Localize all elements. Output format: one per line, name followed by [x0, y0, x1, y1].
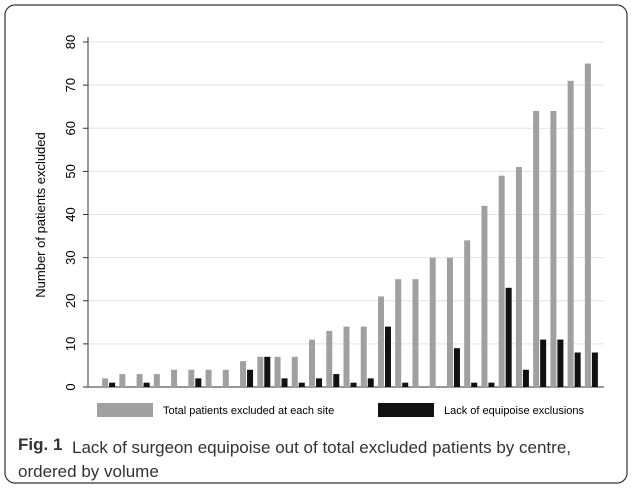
bar — [350, 382, 357, 387]
bar — [316, 378, 323, 387]
y-tick-label: 30 — [63, 250, 78, 264]
bar — [471, 382, 478, 387]
bar — [402, 382, 409, 387]
bar — [291, 356, 298, 387]
bar — [429, 257, 436, 387]
bar — [591, 352, 598, 387]
y-axis-title: Number of patients excluded — [33, 132, 48, 297]
bar — [446, 257, 453, 387]
bar — [333, 374, 340, 387]
bar — [136, 374, 143, 387]
bar — [540, 339, 547, 387]
bar — [498, 175, 505, 387]
bar — [377, 296, 384, 387]
bar — [550, 111, 557, 387]
bar — [102, 378, 109, 387]
y-tick-label: 50 — [63, 164, 78, 178]
bar — [574, 352, 581, 387]
legend-swatch — [97, 403, 153, 417]
bar — [567, 80, 574, 387]
bar — [384, 326, 391, 387]
bar — [464, 240, 471, 387]
bar — [247, 369, 254, 387]
bar — [264, 356, 271, 387]
bar — [522, 369, 529, 387]
bar — [281, 378, 288, 387]
frame — [4, 4, 628, 484]
bar — [171, 369, 178, 387]
bar — [188, 369, 195, 387]
bar — [205, 369, 212, 387]
legend-swatch — [378, 403, 434, 417]
bar — [557, 339, 564, 387]
y-tick-label: 60 — [63, 121, 78, 135]
bar — [481, 205, 488, 387]
bar — [143, 382, 150, 387]
y-tick-label: 20 — [63, 294, 78, 308]
caption-label: Fig. 1 — [18, 435, 62, 454]
bar — [453, 348, 460, 387]
bar — [109, 382, 116, 387]
bar — [195, 378, 202, 387]
bar — [222, 369, 229, 387]
bar — [153, 374, 160, 387]
bar — [298, 382, 305, 387]
y-tick-label: 80 — [63, 35, 78, 49]
bar — [343, 326, 350, 387]
bar — [257, 356, 264, 387]
bar — [360, 326, 367, 387]
bar — [367, 378, 374, 387]
legend-label: Total patients excluded at each site — [163, 405, 334, 417]
bar — [505, 287, 512, 387]
y-tick-label: 40 — [63, 207, 78, 221]
bar — [326, 330, 333, 387]
bar — [412, 279, 419, 387]
bar — [309, 339, 316, 387]
legend-label: Lack of equipoise exclusions — [444, 405, 585, 417]
bar — [584, 63, 591, 387]
bar — [488, 382, 495, 387]
y-tick-label: 10 — [63, 337, 78, 351]
caption-text: Lack of surgeon equipoise out of total e… — [18, 438, 571, 481]
bar — [533, 111, 540, 387]
y-tick-label: 0 — [63, 383, 78, 390]
bar — [240, 361, 247, 387]
bar — [119, 374, 126, 387]
bar — [274, 356, 281, 387]
y-tick-label: 70 — [63, 78, 78, 92]
bar — [395, 279, 402, 387]
bar — [515, 167, 522, 387]
